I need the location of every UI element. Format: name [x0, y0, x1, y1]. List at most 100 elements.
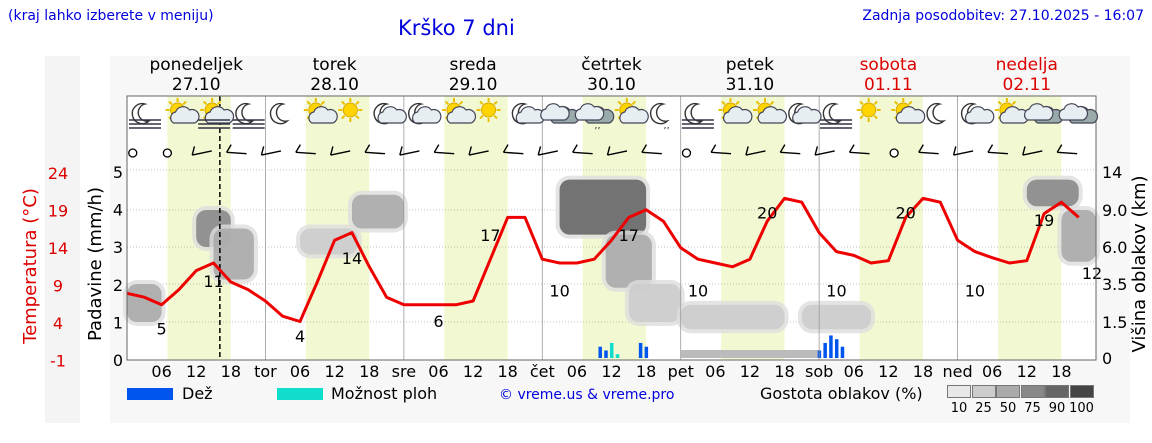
wind-barb-icon [226, 144, 247, 155]
cloud-blob [801, 304, 872, 330]
location-hint: (kraj lahko izberete v meniju) [8, 8, 214, 24]
sun-ray [306, 100, 311, 106]
density-value: 50 [999, 401, 1017, 416]
sun-ray [320, 100, 325, 106]
rain-bar [829, 335, 833, 358]
wind-barb-icon [606, 146, 628, 156]
rain-bar [644, 346, 649, 358]
wind-barb-icon [1022, 146, 1043, 156]
wind-feather [918, 144, 924, 153]
hour-tick-label: 06 [844, 362, 864, 381]
wind-feather [433, 144, 440, 153]
hour-tick-label: 12 [878, 362, 898, 381]
temperature-label: 6 [433, 312, 443, 331]
day-name: petek [726, 55, 774, 75]
temperature-line [126, 196, 1080, 323]
sun-ray [341, 100, 346, 106]
rain-icon: ’’ [594, 126, 600, 137]
fog-icon [129, 119, 161, 129]
wind-barb-icon [814, 146, 835, 156]
cloud-blob [680, 304, 785, 330]
wind-shaft [641, 151, 662, 155]
wind-shaft [849, 151, 870, 155]
wind-shaft [1057, 151, 1078, 155]
hour-tick-label: 06 [705, 362, 725, 381]
wind-barb-icon [468, 146, 489, 156]
cloud-icon [895, 106, 926, 124]
cloud-blob [351, 194, 404, 229]
sun-ray [894, 100, 899, 106]
hour-tick-label: 18 [913, 362, 933, 381]
sun-disc [481, 102, 497, 118]
wind-shaft [1022, 150, 1043, 156]
wind-barb-icon [537, 146, 558, 156]
sun-ray [721, 100, 726, 106]
moon-icon [269, 102, 290, 125]
temperature-tick: 19 [48, 202, 68, 221]
moon-icon [926, 102, 947, 125]
wind-barb-icon [987, 144, 1008, 155]
hour-tick-label: 06 [982, 362, 1002, 381]
temperature-tick: -1 [50, 352, 66, 371]
cloud-icon [308, 106, 338, 124]
day-abbr-label: čet [530, 362, 555, 381]
wind-feather [848, 144, 855, 153]
wind-barb-icon [329, 146, 351, 156]
daytime-band [997, 96, 1062, 360]
wind-shaft [330, 150, 351, 156]
temperature-axis-title: Temperatura (°C) [20, 188, 41, 345]
credit-link[interactable]: © vreme.us & vreme.pro [499, 387, 675, 403]
temperature-label: 5 [157, 319, 167, 338]
day-name: ponedeljek [149, 55, 243, 75]
density-swatch [1045, 385, 1069, 398]
moon-icon [822, 102, 843, 125]
cloud-height-tick: 3.5 [1102, 275, 1127, 294]
wind-barb-icon [641, 144, 662, 155]
wind-barb-icon [399, 146, 420, 156]
hour-tick-label: 12 [740, 362, 760, 381]
density-value: 90 [1048, 401, 1066, 416]
wind-barb-icon [433, 144, 455, 155]
fog-icon [820, 119, 853, 129]
sun-ray [355, 114, 360, 120]
rain-bar [823, 342, 827, 358]
precip-tick: 5 [113, 163, 123, 182]
sun-icon [856, 98, 881, 122]
cloud-density-label: Gostota oblakov (%) [760, 384, 923, 403]
rain-bar [604, 350, 608, 358]
wind-barb-icon [572, 144, 593, 155]
wind-feather [295, 144, 301, 153]
hour-tick-label: 06 [290, 362, 310, 381]
sun-ray [859, 114, 864, 120]
temperature-label: 20 [895, 203, 915, 222]
cloud-icon [792, 106, 822, 124]
sun-disc [342, 102, 358, 118]
daytime-band [444, 96, 508, 360]
temperature-tick: 4 [53, 314, 63, 333]
precip-axis-title: Padavine (mm/h) [85, 187, 106, 341]
temperature-label: 19 [1034, 211, 1054, 230]
sun-ray [458, 100, 464, 106]
wind-barb-icon [952, 146, 974, 156]
day-date: 28.10 [310, 75, 359, 95]
cloud-height-tick: 14 [1102, 163, 1122, 182]
left-axis-panel [45, 56, 80, 423]
wind-shaft [987, 151, 1008, 155]
temperature-label: 17 [619, 226, 639, 245]
sun-ray [859, 100, 864, 106]
density-swatch [996, 385, 1020, 398]
sun-ray [182, 100, 187, 106]
hour-tick-label: 06 [567, 362, 587, 381]
wind-shaft [399, 150, 420, 156]
hour-tick-label: 18 [1051, 362, 1071, 381]
sun-ray [631, 100, 636, 106]
sun-ray [873, 100, 878, 106]
wind-feather [952, 146, 957, 156]
hour-tick-label: 06 [428, 362, 448, 381]
rain-icon: ’’ [663, 126, 669, 137]
rain-legend-label: Dež [182, 384, 213, 403]
cloud-blob [628, 284, 681, 322]
wind-feather [1056, 144, 1063, 153]
temperature-tick: 9 [53, 277, 63, 296]
